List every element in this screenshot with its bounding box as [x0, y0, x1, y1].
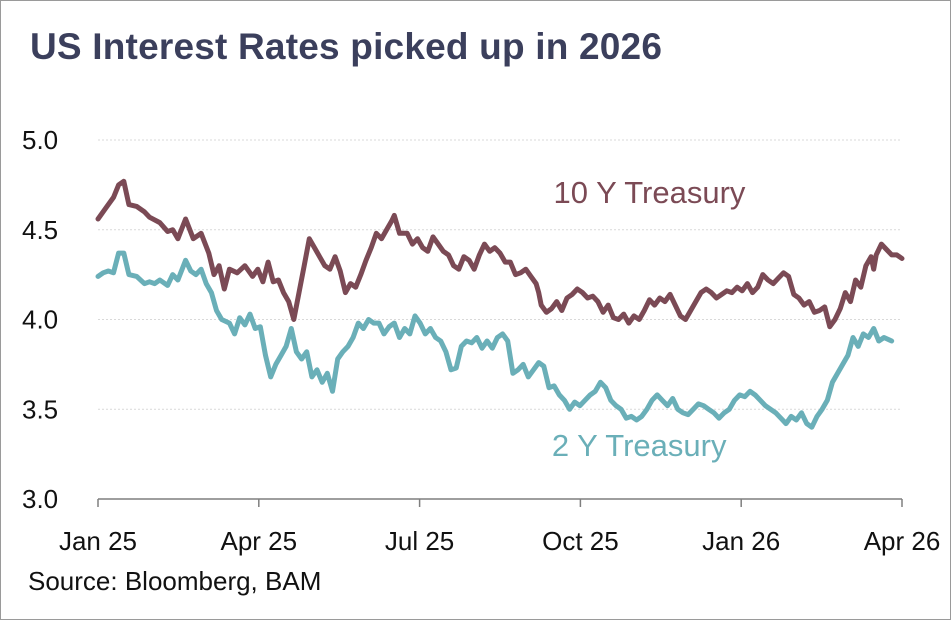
annotations: 10 Y Treasury 2 Y Treasury	[552, 175, 746, 463]
x-axis: Jan 25 Apr 25 Jul 25 Oct 25 Jan 26 Apr 26	[59, 498, 941, 556]
x-tick-label: Jul 25	[385, 526, 454, 556]
y-tick-label: 5.0	[22, 125, 58, 155]
chart-title: US Interest Rates picked up in 2026	[30, 26, 663, 67]
y-tick-label: 3.0	[22, 484, 58, 514]
series-line	[95, 178, 905, 330]
series-label: 10 Y Treasury	[554, 175, 746, 210]
x-tick-label: Oct 25	[542, 526, 619, 556]
series-lines	[95, 178, 905, 430]
x-tick-label: Apr 25	[220, 526, 297, 556]
y-tick-label: 4.5	[22, 215, 58, 245]
x-tick-label: Jan 25	[59, 526, 137, 556]
series-label: 2 Y Treasury	[552, 428, 727, 463]
x-tick-label: Jan 26	[702, 526, 780, 556]
y-tick-label: 3.5	[22, 394, 58, 424]
y-tick-label: 4.0	[22, 305, 58, 335]
source-note: Source: Bloomberg, BAM	[28, 566, 322, 596]
x-tick-label: Apr 26	[864, 526, 941, 556]
series-line	[95, 250, 895, 430]
y-axis: 3.0 3.5 4.0 4.5 5.0	[22, 125, 58, 514]
